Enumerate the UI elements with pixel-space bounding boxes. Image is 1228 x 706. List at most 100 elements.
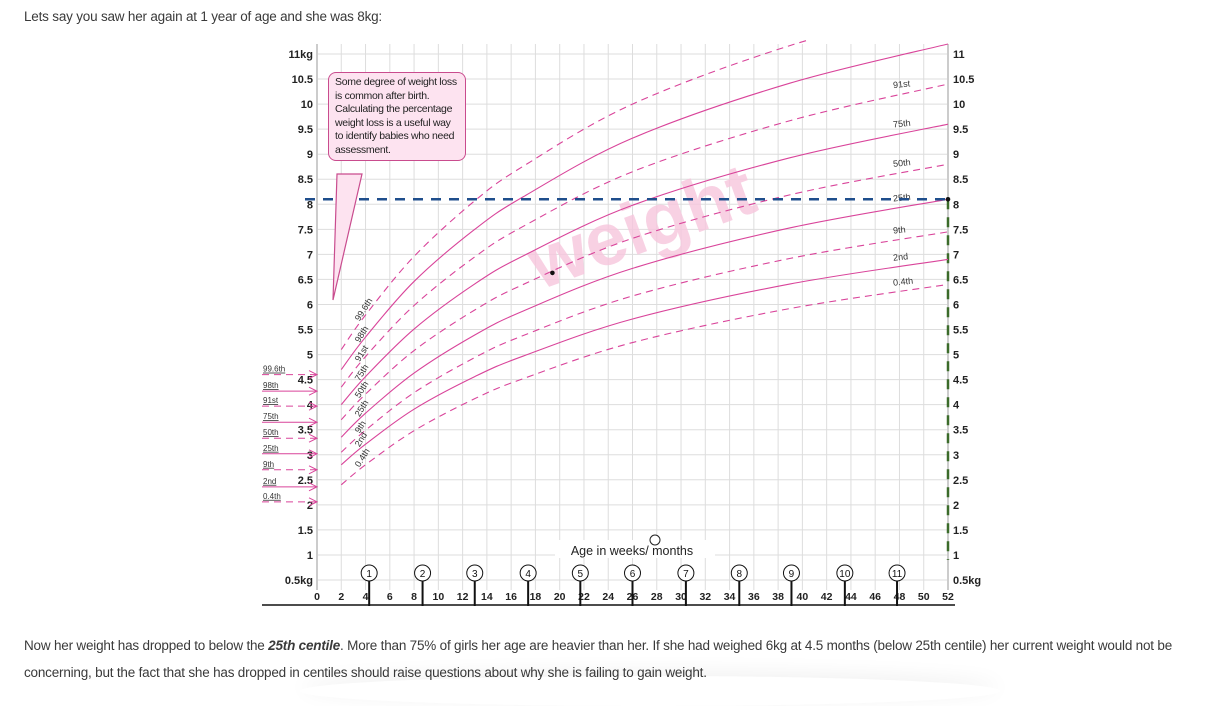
arrowhead-icon xyxy=(308,433,319,443)
month-marker-label: 10 xyxy=(839,569,851,580)
y-tick-label-left: 8 xyxy=(307,199,313,211)
x-tick-label: 2 xyxy=(338,591,344,603)
birth-centile-label: 25th xyxy=(263,444,279,453)
centile-curve-98th xyxy=(340,43,948,370)
y-tick-label-left: 1 xyxy=(307,550,313,562)
month-marker-circle xyxy=(888,564,906,582)
y-tick-label-left: 3 xyxy=(307,450,313,462)
x-tick-label: 10 xyxy=(433,591,445,603)
y-tick-label-left: 3.5 xyxy=(298,425,313,437)
x-label-pin-icon xyxy=(649,534,661,546)
centile-label-25th: 25th xyxy=(353,398,371,418)
y-tick-label-right: 3.5 xyxy=(953,425,968,437)
arrowhead-icon xyxy=(308,370,319,380)
month-marker-label: 4 xyxy=(525,569,531,580)
y-tick-label-right: 10.5 xyxy=(953,74,974,86)
callout-tail xyxy=(332,173,363,301)
y-tick-label-left: 4.5 xyxy=(298,375,313,387)
centile-curve-0.4th xyxy=(340,283,948,486)
x-tick-label: 30 xyxy=(675,591,687,603)
birth-centile-label: 99.6th xyxy=(263,365,285,374)
y-tick-label-left: 11kg xyxy=(289,49,313,61)
y-tick-label-left: 7 xyxy=(307,249,313,261)
x-tick-label: 14 xyxy=(481,591,493,603)
y-tick-label-left: 6 xyxy=(307,299,313,311)
y-tick-label-right: 5.5 xyxy=(953,325,968,337)
y-tick-label-left: 8.5 xyxy=(298,174,313,186)
month-marker-circle xyxy=(730,564,748,582)
arrowhead-icon xyxy=(308,449,319,459)
x-tick-label: 6 xyxy=(387,591,393,603)
month-marker-circle xyxy=(414,564,432,582)
outro-paragraph: Now her weight has dropped to below the … xyxy=(24,632,1214,686)
y-tick-label-left: 5.5 xyxy=(298,325,313,337)
y-tick-label-left: 0.5kg xyxy=(285,575,313,587)
x-tick-label: 18 xyxy=(530,591,542,603)
arrowhead-icon xyxy=(308,417,319,427)
month-marker-circle xyxy=(782,564,800,582)
x-axis-label: Age in weeks/ months xyxy=(571,544,693,558)
y-tick-label-left: 5 xyxy=(307,350,313,362)
centile-label-99.6th: 99.6th xyxy=(353,296,375,323)
y-tick-label-right: 7.5 xyxy=(953,224,968,236)
x-tick-label: 38 xyxy=(772,591,784,603)
right-centile-label: 75th xyxy=(893,118,911,130)
centile-label-91st: 91st xyxy=(353,343,371,363)
weight-measurement-point xyxy=(550,270,555,276)
y-tick-label-right: 7 xyxy=(953,249,959,261)
month-marker-circle xyxy=(519,564,537,582)
y-tick-label-left: 7.5 xyxy=(298,224,313,236)
x-tick-label: 36 xyxy=(748,591,760,603)
y-tick-label-right: 2.5 xyxy=(953,475,968,487)
x-tick-label: 46 xyxy=(869,591,881,603)
x-tick-label: 32 xyxy=(699,591,711,603)
centile-curve-25th xyxy=(340,198,948,438)
month-marker-label: 3 xyxy=(472,569,478,580)
birth-centile-label: 98th xyxy=(263,381,279,390)
y-tick-label-left: 9 xyxy=(307,149,313,161)
y-tick-label-left: 9.5 xyxy=(298,124,313,136)
x-label-background xyxy=(555,540,715,558)
birth-centile-label: 0.4th xyxy=(263,492,281,501)
intro-text: Lets say you saw her again at 1 year of … xyxy=(24,9,382,24)
weight-loss-callout: Some degree of weight loss is common aft… xyxy=(328,72,466,161)
month-marker-circle xyxy=(466,564,484,582)
y-tick-label-left: 10 xyxy=(301,99,313,111)
y-tick-label-right: 6.5 xyxy=(953,274,968,286)
y-tick-label-left: 4 xyxy=(307,400,314,412)
month-marker-label: 1 xyxy=(366,569,372,580)
x-tick-label: 50 xyxy=(918,591,930,603)
y-tick-label-left: 10.5 xyxy=(292,74,313,86)
outro-bold-centile: 25th centile xyxy=(268,638,341,653)
x-tick-label: 40 xyxy=(797,591,809,603)
right-centile-label: 9th xyxy=(893,224,906,235)
outro-text-after: . More than 75% of girls her age are hea… xyxy=(24,638,1173,680)
month-marker-label: 5 xyxy=(578,569,584,580)
arrowhead-icon xyxy=(308,386,319,396)
x-tick-label: 52 xyxy=(942,591,954,603)
centile-curve-2nd xyxy=(340,258,948,466)
y-tick-label-right: 2 xyxy=(953,500,959,512)
right-centile-label: 91st xyxy=(893,78,911,90)
arrowhead-icon xyxy=(308,497,319,507)
birth-centile-label: 75th xyxy=(263,412,279,421)
x-tick-label: 8 xyxy=(411,591,417,603)
y-tick-label-left: 1.5 xyxy=(298,525,313,537)
y-tick-label-left: 2.5 xyxy=(298,475,313,487)
weight-watermark: weight xyxy=(516,147,766,305)
birth-centile-label: 2nd xyxy=(263,477,276,486)
centile-label-0.4th: 0.4th xyxy=(353,447,372,469)
x-tick-label: 48 xyxy=(894,591,906,603)
centile-label-50th: 50th xyxy=(353,379,371,399)
month-marker-label: 9 xyxy=(789,569,795,580)
y-tick-label-right: 6 xyxy=(953,299,959,311)
x-tick-label: 0 xyxy=(314,591,320,603)
month-marker-circle xyxy=(836,564,854,582)
right-centile-label: 25th xyxy=(893,192,911,204)
right-centile-label: 2nd xyxy=(893,251,909,263)
y-tick-label-right: 4 xyxy=(953,400,960,412)
footer-shadow xyxy=(300,676,1000,706)
y-tick-label-right: 9 xyxy=(953,149,959,161)
centile-curve-75th xyxy=(340,123,948,406)
outro-text-before: Now her weight has dropped to below the xyxy=(24,638,269,653)
